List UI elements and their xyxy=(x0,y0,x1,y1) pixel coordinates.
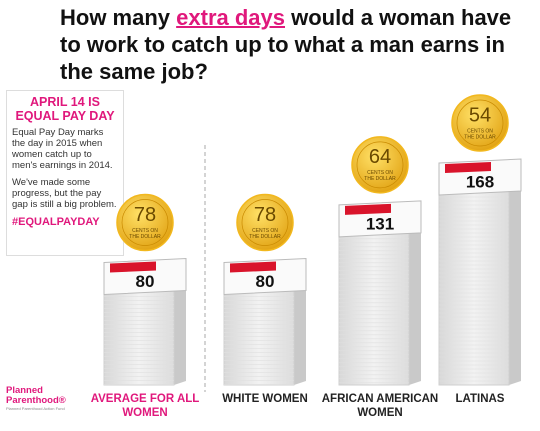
coin-label: CENTS ON xyxy=(367,170,393,176)
value-label: 80 xyxy=(256,272,275,291)
title-text: How many xyxy=(60,5,177,30)
logo-subtitle: Planned Parenthood Action Fund xyxy=(6,406,65,411)
bar xyxy=(438,164,510,386)
sidebar-text: Equal Pay Day marks the day in 2015 when… xyxy=(12,127,113,171)
title-text: would a woman have to work to catch up t… xyxy=(60,5,512,84)
calendar-tab xyxy=(345,203,391,215)
category-label: AVERAGE FOR ALL WOMEN xyxy=(90,393,200,419)
stack-side xyxy=(294,260,306,385)
value-label: 131 xyxy=(366,214,394,233)
coin-label: CENTS ON xyxy=(252,228,278,234)
sidebar: APRIL 14 IS EQUAL PAY DAY Equal Pay Day … xyxy=(6,90,124,256)
value-label: 168 xyxy=(466,172,494,191)
logo-name: Planned Parenthood® xyxy=(6,385,66,406)
coin xyxy=(451,94,509,152)
coin-value: 78 xyxy=(254,204,276,226)
coin xyxy=(351,136,409,194)
coin-ring xyxy=(356,141,404,189)
coin-value: 64 xyxy=(369,146,391,168)
sidebar-text: We've made some progress, but the pay ga… xyxy=(12,177,117,210)
coin-value: 54 xyxy=(469,104,491,126)
coin-value: 78 xyxy=(134,204,156,226)
coin xyxy=(116,193,174,252)
calendar-tab xyxy=(230,261,276,273)
stack-side xyxy=(409,202,421,385)
logo: Planned Parenthood® Planned Parenthood A… xyxy=(6,385,96,412)
coin-label: CENTS ON xyxy=(467,128,493,134)
coin-label: THE DOLLAR xyxy=(464,134,496,140)
coin-label: THE DOLLAR xyxy=(249,234,281,240)
coin-ring xyxy=(456,99,504,147)
category-label: AFRICAN AMERICAN WOMEN xyxy=(321,393,439,419)
category-label: WHITE WOMEN xyxy=(222,393,308,405)
chart-title: How many extra days would a woman have t… xyxy=(60,4,530,85)
sidebar-heading: APRIL 14 IS EQUAL PAY DAY xyxy=(15,95,115,123)
coin-label: CENTS ON xyxy=(132,228,158,234)
coin-ring xyxy=(241,199,289,246)
coin-label: THE DOLLAR xyxy=(129,234,161,240)
value-label: 80 xyxy=(136,272,155,291)
category-label: LATINAS xyxy=(455,393,505,405)
stack-side xyxy=(509,161,521,385)
calendar-tab xyxy=(445,162,491,173)
calendar-tab xyxy=(110,261,156,273)
title-highlight: extra days xyxy=(176,5,285,30)
stack-side xyxy=(174,260,186,385)
coin xyxy=(236,193,294,252)
coin-ring xyxy=(121,199,169,246)
coin-label: THE DOLLAR xyxy=(364,176,396,182)
hashtag: #EQUALPAYDAY xyxy=(12,216,100,228)
